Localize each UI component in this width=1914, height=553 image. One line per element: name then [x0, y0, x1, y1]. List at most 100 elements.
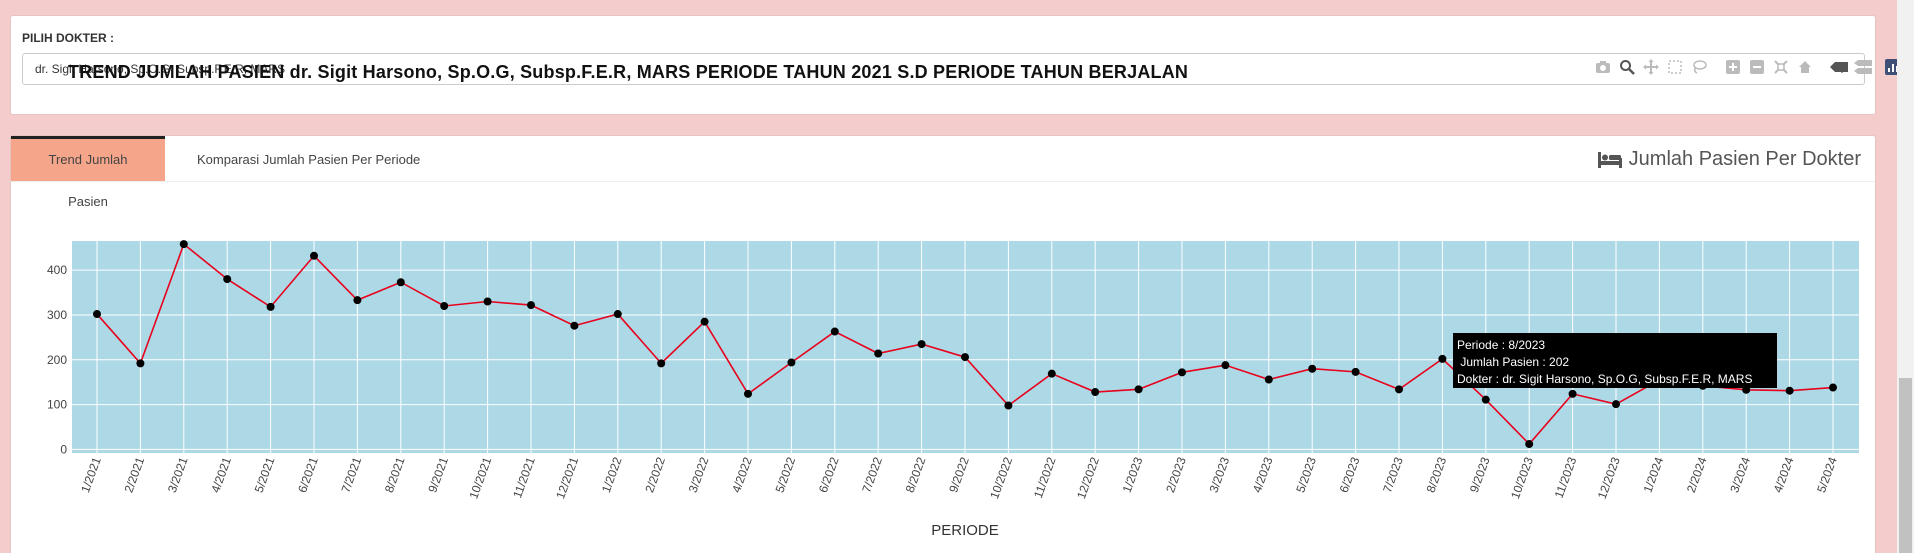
- x-tick-label: 3/2021: [165, 455, 191, 495]
- data-point[interactable]: [266, 302, 275, 311]
- data-point[interactable]: [353, 296, 362, 305]
- tab-komparasi-jumlah-pasien[interactable]: Komparasi Jumlah Pasien Per Periode: [197, 152, 421, 167]
- x-tick-label: 11/2021: [510, 455, 538, 500]
- x-tick-label: 8/2022: [903, 455, 929, 495]
- data-point[interactable]: [961, 353, 969, 362]
- x-tick-label: 9/2022: [946, 455, 972, 495]
- x-tick-label: 1/2021: [78, 455, 104, 495]
- x-tick-label: 6/2022: [816, 455, 842, 495]
- data-point[interactable]: [440, 301, 449, 310]
- box-select-icon[interactable]: [1666, 58, 1684, 76]
- page-scrollbar[interactable]: [1897, 0, 1914, 553]
- y-tick-label: 400: [47, 263, 67, 277]
- x-tick-label: 1/2024: [1641, 455, 1667, 495]
- tab-bar: Trend Jumlah Pasien Komparasi Jumlah Pas…: [11, 136, 1875, 209]
- reset-axes-icon[interactable]: [1796, 58, 1814, 76]
- data-point[interactable]: [744, 389, 752, 398]
- lasso-icon[interactable]: [1690, 58, 1708, 76]
- data-point[interactable]: [830, 327, 839, 336]
- x-tick-label: 4/2024: [1771, 455, 1797, 495]
- data-point[interactable]: [1525, 440, 1534, 449]
- pan-icon[interactable]: [1642, 58, 1660, 76]
- data-point[interactable]: [1134, 385, 1143, 394]
- box-title: Jumlah Pasien Per Dokter: [1597, 148, 1861, 171]
- data-point[interactable]: [1481, 395, 1490, 404]
- data-point[interactable]: [700, 317, 709, 326]
- x-tick-label: 4/2023: [1250, 455, 1276, 495]
- y-tick-label: 200: [47, 353, 67, 367]
- tooltip-periode: Periode : 8/2023: [1457, 338, 1546, 352]
- data-point[interactable]: [787, 358, 796, 367]
- doctor-select-panel: PILIH DOKTER : dr. Sigit Harsono, Sp.O.G…: [10, 15, 1876, 115]
- compare-hover-icon[interactable]: [1854, 58, 1872, 76]
- x-tick-label: 8/2023: [1424, 455, 1450, 495]
- data-point[interactable]: [1178, 368, 1186, 377]
- camera-icon[interactable]: [1594, 58, 1612, 76]
- data-point[interactable]: [613, 310, 622, 319]
- zoom-out-icon[interactable]: [1748, 58, 1766, 76]
- x-tick-label: 1/2022: [599, 455, 625, 495]
- zoom-icon[interactable]: [1618, 58, 1636, 76]
- tab-trend-jumlah-pasien[interactable]: Trend Jumlah Pasien: [11, 136, 165, 209]
- x-tick-label: 4/2021: [208, 455, 234, 495]
- data-point[interactable]: [1004, 401, 1013, 410]
- tooltip-jumlah: Jumlah Pasien : 202: [1457, 355, 1570, 369]
- x-tick-label: 3/2024: [1727, 455, 1753, 495]
- data-point[interactable]: [1308, 364, 1317, 373]
- data-point[interactable]: [1091, 388, 1100, 397]
- data-point[interactable]: [93, 310, 101, 319]
- x-tick-label: 2/2023: [1163, 455, 1189, 495]
- autoscale-icon[interactable]: [1772, 58, 1790, 76]
- data-point[interactable]: [1221, 361, 1230, 370]
- x-tick-label: 6/2021: [295, 455, 321, 495]
- data-point[interactable]: [179, 240, 188, 249]
- data-point[interactable]: [657, 359, 666, 368]
- x-tick-label: 5/2023: [1293, 455, 1319, 495]
- data-point[interactable]: [396, 278, 405, 287]
- x-tick-label: 9/2023: [1467, 455, 1493, 495]
- doctor-select-dropdown[interactable]: dr. Sigit Harsono, Sp.O.G, Subsp.F.E.R, …: [22, 53, 1865, 85]
- data-point[interactable]: [1785, 386, 1794, 395]
- zoom-in-icon[interactable]: [1724, 58, 1742, 76]
- data-point[interactable]: [874, 349, 883, 358]
- data-point[interactable]: [1351, 367, 1360, 376]
- doctor-select-value: dr. Sigit Harsono, Sp.O.G, Subsp.F.E.R, …: [35, 62, 286, 76]
- y-tick-label: 0: [60, 442, 67, 456]
- doctor-select-label: PILIH DOKTER :: [22, 31, 114, 45]
- data-point[interactable]: [310, 251, 318, 260]
- x-tick-label: 9/2021: [425, 455, 451, 495]
- x-tick-label: 12/2022: [1074, 455, 1102, 501]
- chart-modebar: [1594, 57, 1902, 77]
- x-tick-label: 8/2021: [382, 455, 408, 495]
- box-title-text: Jumlah Pasien Per Dokter: [1628, 148, 1861, 170]
- data-point[interactable]: [1612, 400, 1620, 409]
- data-point[interactable]: [570, 321, 579, 330]
- data-point[interactable]: [1829, 383, 1837, 392]
- x-tick-label: 3/2022: [686, 455, 712, 495]
- data-point[interactable]: [223, 275, 232, 284]
- x-tick-label: 2/2022: [642, 455, 668, 495]
- data-point[interactable]: [917, 340, 926, 349]
- x-tick-label: 2/2024: [1684, 455, 1710, 495]
- tooltip-dokter: Dokter : dr. Sigit Harsono, Sp.O.G, Subs…: [1457, 372, 1753, 386]
- x-tick-label: 10/2022: [987, 455, 1015, 501]
- x-tick-label: 11/2023: [1552, 455, 1580, 500]
- data-point[interactable]: [1568, 389, 1577, 398]
- x-tick-label: 7/2023: [1380, 455, 1406, 495]
- x-tick-label: 7/2021: [339, 455, 365, 495]
- data-point[interactable]: [1395, 385, 1403, 394]
- data-point[interactable]: [527, 301, 535, 310]
- data-point[interactable]: [136, 359, 145, 368]
- data-point[interactable]: [483, 297, 492, 306]
- data-point[interactable]: [1264, 375, 1273, 384]
- data-point[interactable]: [1438, 354, 1447, 363]
- x-tick-label: 5/2022: [773, 455, 799, 495]
- data-point[interactable]: [1047, 369, 1056, 378]
- x-tick-label: 2/2021: [122, 455, 148, 495]
- x-tick-label: 12/2021: [553, 455, 581, 501]
- patient-bed-icon: [1597, 150, 1623, 170]
- spike-lines-icon[interactable]: [1830, 58, 1848, 76]
- x-tick-label: 5/2021: [252, 455, 278, 495]
- scrollbar-thumb[interactable]: [1899, 378, 1912, 553]
- x-tick-label: 12/2023: [1595, 455, 1623, 501]
